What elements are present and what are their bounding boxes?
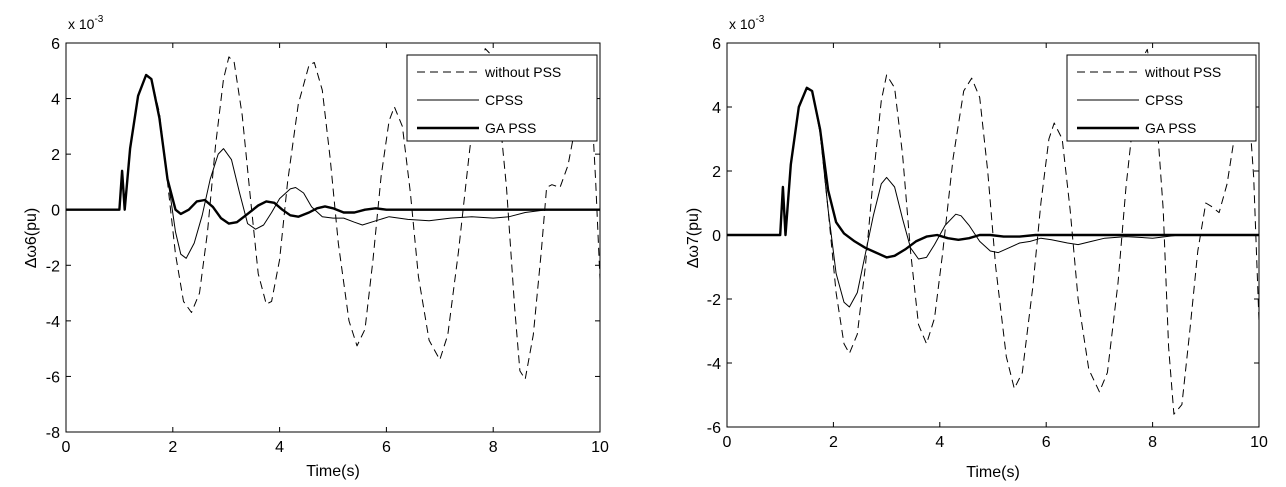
legend-label: CPSS <box>485 92 523 108</box>
x-axis-label: Time(s) <box>966 464 1020 481</box>
legend-box <box>1066 54 1257 142</box>
legend-label: without PSS <box>1144 64 1221 80</box>
x-tick-label: 0 <box>62 439 71 456</box>
chart-delta-omega-6: 0 2 4 6 8 10 -8 -6 -4 -2 0 2 4 6 x 10-3 Time(s) Δω6(p… <box>23 14 609 480</box>
y-multiplier-exponent: -3 <box>755 14 764 25</box>
y-tick-label: -6 <box>707 420 721 437</box>
y-multiplier-label: x 10-3 <box>729 14 765 32</box>
legend-label: GA PSS <box>485 120 536 136</box>
y-tick-label: 4 <box>712 100 721 117</box>
y-tick-label: -4 <box>46 314 60 331</box>
y-axis-label: Δω6(pu) <box>23 208 40 269</box>
chart-delta-omega-7: 0 2 4 6 8 10 -6 -4 -2 0 2 4 6 x 10-3 Time(s) Δω7(pu)… <box>685 14 1268 481</box>
series-line-ga-pss <box>727 86 1259 259</box>
x-tick-label: 4 <box>275 439 284 456</box>
series-line-without-pss <box>66 48 601 380</box>
x-tick-label: 0 <box>723 434 732 451</box>
y-tick-label: -6 <box>46 369 60 386</box>
series-layer <box>727 48 1260 415</box>
legend: without PSS CPSS GA PSS <box>406 54 598 142</box>
x-axis-label: Time(s) <box>306 463 360 480</box>
y-tick-label: 6 <box>712 36 721 53</box>
series-layer <box>66 48 601 380</box>
legend-box <box>406 54 598 142</box>
y-tick-label: 6 <box>51 36 60 53</box>
y-tick-label: -4 <box>707 356 721 373</box>
y-tick-label: 2 <box>712 164 721 181</box>
y-multiplier-label: x 10-3 <box>68 14 104 32</box>
y-axis-label: Δω7(pu) <box>685 208 702 269</box>
x-tick-label: 10 <box>1250 434 1268 451</box>
y-tick-label: -2 <box>46 258 60 275</box>
y-tick-label: 2 <box>51 147 60 164</box>
x-tick-label: 8 <box>489 439 498 456</box>
legend-label: CPSS <box>1145 92 1183 108</box>
series-line-ga-pss <box>66 73 600 225</box>
x-tick-label: 10 <box>591 439 609 456</box>
series-line-without-pss <box>727 48 1260 415</box>
legend: without PSS CPSS GA PSS <box>1066 54 1257 142</box>
legend-label: GA PSS <box>1145 120 1196 136</box>
y-tick-label: 4 <box>51 92 60 109</box>
x-tick-label: 6 <box>382 439 391 456</box>
y-tick-label: -8 <box>46 425 60 442</box>
x-tick-label: 8 <box>1148 434 1157 451</box>
x-tick-label: 2 <box>829 434 838 451</box>
x-tick-label: 6 <box>1042 434 1051 451</box>
y-multiplier-exponent: -3 <box>94 14 103 25</box>
ticks-layer: 0 2 4 6 8 10 -6 -4 -2 0 2 4 6 <box>707 36 1268 451</box>
y-tick-label: 0 <box>51 203 60 220</box>
ticks-layer: 0 2 4 6 8 10 -8 -6 -4 -2 0 2 4 6 <box>46 36 609 456</box>
y-tick-label: 0 <box>712 228 721 245</box>
x-tick-label: 4 <box>935 434 944 451</box>
y-tick-label: -2 <box>707 292 721 309</box>
legend-label: without PSS <box>484 64 561 80</box>
x-tick-label: 2 <box>168 439 177 456</box>
